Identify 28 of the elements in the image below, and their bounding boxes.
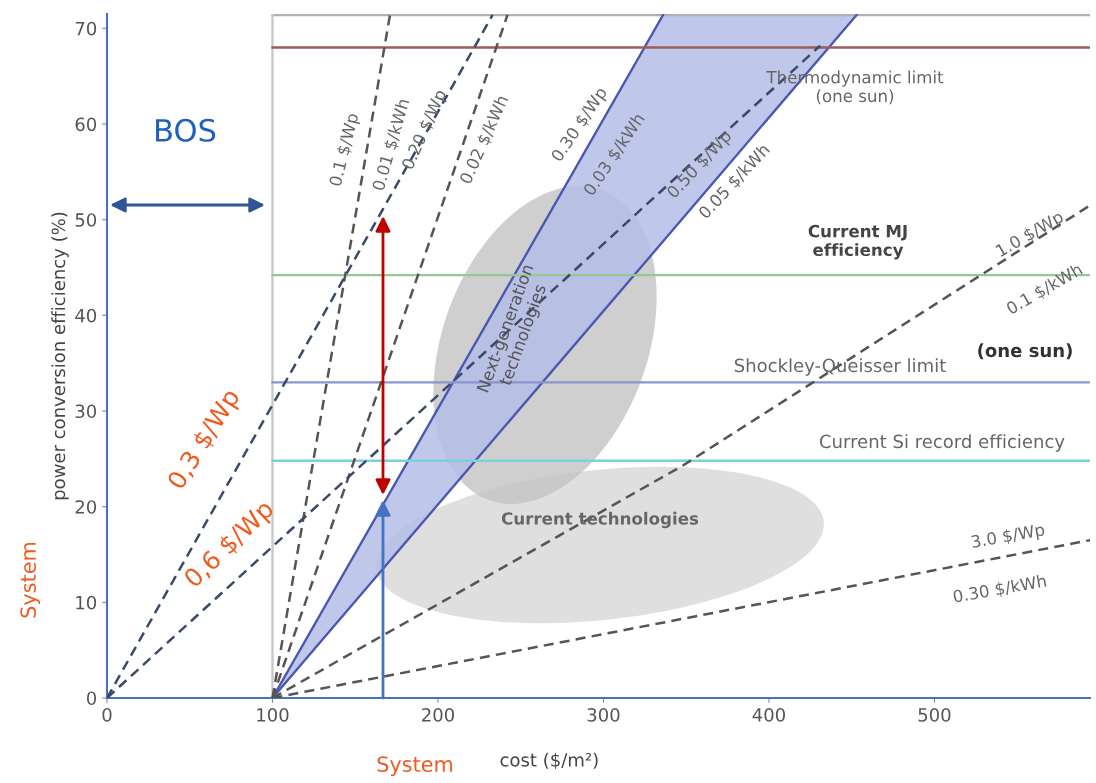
annotation: (one sun)	[978, 343, 1072, 360]
text: System	[377, 756, 453, 777]
x-tick-label: 200	[422, 708, 455, 722]
annotation: Shockley-Queisser limit	[734, 358, 946, 376]
x-tick-label: 300	[587, 708, 620, 722]
y-tick-label: 50	[75, 213, 97, 227]
y-tick-label: 60	[75, 117, 97, 132]
annotation: 0.1 $/Wp	[328, 112, 362, 188]
y-tick-label: 40	[75, 308, 97, 323]
annotation: 3.0 $/Wp	[970, 522, 1046, 552]
annotation: 0.30 $/kWh	[952, 574, 1047, 606]
annotation: Current MJ efficiency	[808, 224, 907, 260]
annotation: BOS	[156, 118, 216, 142]
x-tick-label: 0	[102, 708, 112, 722]
annotation: Current technologies	[501, 511, 699, 529]
x-tick-label: 400	[752, 708, 785, 722]
y-tick-label: 30	[75, 404, 97, 419]
y-tick-label: 10	[76, 595, 97, 610]
x-tick-label: 100	[257, 708, 289, 722]
y-axis-title: power conversion efficiency (%)	[51, 212, 69, 500]
annotation: Current Si record efficiency	[819, 434, 1065, 452]
y-tick-label: 20	[75, 500, 97, 514]
text: System	[20, 542, 41, 618]
x-tick-label: 500	[918, 708, 951, 722]
annotation: 1.0 $/Wp	[995, 209, 1066, 260]
x-axis-title: cost ($/m²)	[500, 752, 598, 770]
y-tick-label: 70	[75, 21, 97, 36]
y-tick-label: 0	[86, 691, 97, 706]
